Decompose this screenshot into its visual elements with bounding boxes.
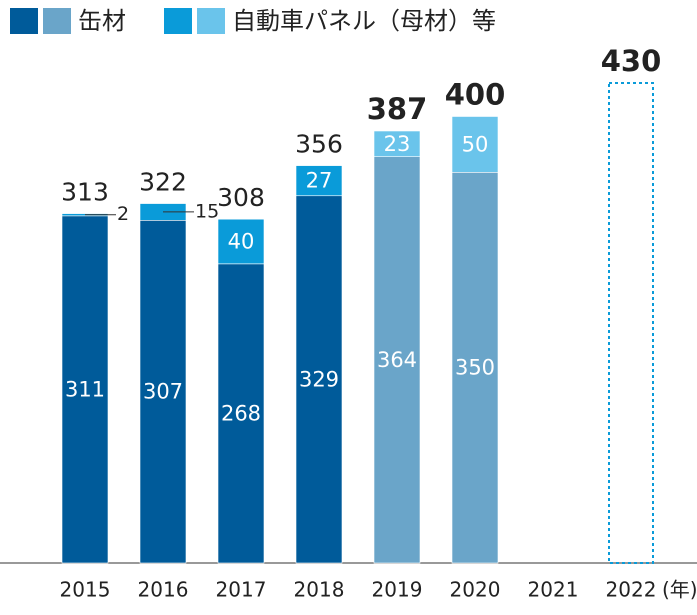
legend-label: 自動車パネル（母材）等: [232, 7, 496, 35]
segment-label: 311: [65, 377, 105, 401]
bar-segment: [451, 116, 499, 173]
total-label: 430: [601, 44, 662, 78]
segment-label: 40: [228, 230, 255, 254]
x-tick-label: 2021: [528, 578, 579, 602]
bar-segment: [451, 172, 499, 564]
total-label: 356: [295, 130, 343, 159]
bar-segment: [61, 215, 109, 564]
segment-label: 15: [195, 200, 219, 222]
segment-label: 329: [299, 367, 339, 391]
legend-label: 缶材: [78, 7, 126, 35]
segment-label: 364: [377, 348, 417, 372]
total-label: 322: [139, 168, 187, 197]
segment-label: 350: [455, 356, 495, 380]
bar-segment: [373, 156, 421, 564]
x-tick-label: 2022: [606, 578, 657, 602]
legend-swatch: [43, 8, 71, 34]
legend-swatch: [164, 8, 192, 34]
segment-label: 268: [221, 401, 261, 425]
x-tick-label: 2018: [294, 578, 345, 602]
total-label: 400: [445, 77, 506, 111]
segment-label: 27: [306, 169, 333, 193]
total-label: 308: [217, 183, 265, 212]
x-tick-label: 2016: [138, 578, 189, 602]
x-tick-label: 2017: [216, 578, 267, 602]
x-axis-label: (年): [662, 578, 697, 602]
segment-label: 307: [143, 380, 183, 404]
x-tick-label: 2020: [450, 578, 501, 602]
bar-segment: [295, 165, 343, 197]
total-label: 313: [61, 178, 109, 207]
bar-segment: [139, 220, 187, 564]
segment-label: 2: [117, 203, 129, 225]
segment-label: 50: [462, 132, 489, 156]
total-label: 387: [367, 92, 428, 126]
bar-segment: [373, 130, 421, 157]
x-tick-label: 2019: [372, 578, 423, 602]
target-bar: [608, 82, 654, 564]
bar-segment: [217, 218, 265, 265]
segment-label: 23: [384, 132, 411, 156]
bar-segment: [217, 263, 265, 564]
legend-swatch: [197, 8, 225, 34]
x-tick-label: 2015: [60, 578, 111, 602]
legend-swatch: [10, 8, 38, 34]
